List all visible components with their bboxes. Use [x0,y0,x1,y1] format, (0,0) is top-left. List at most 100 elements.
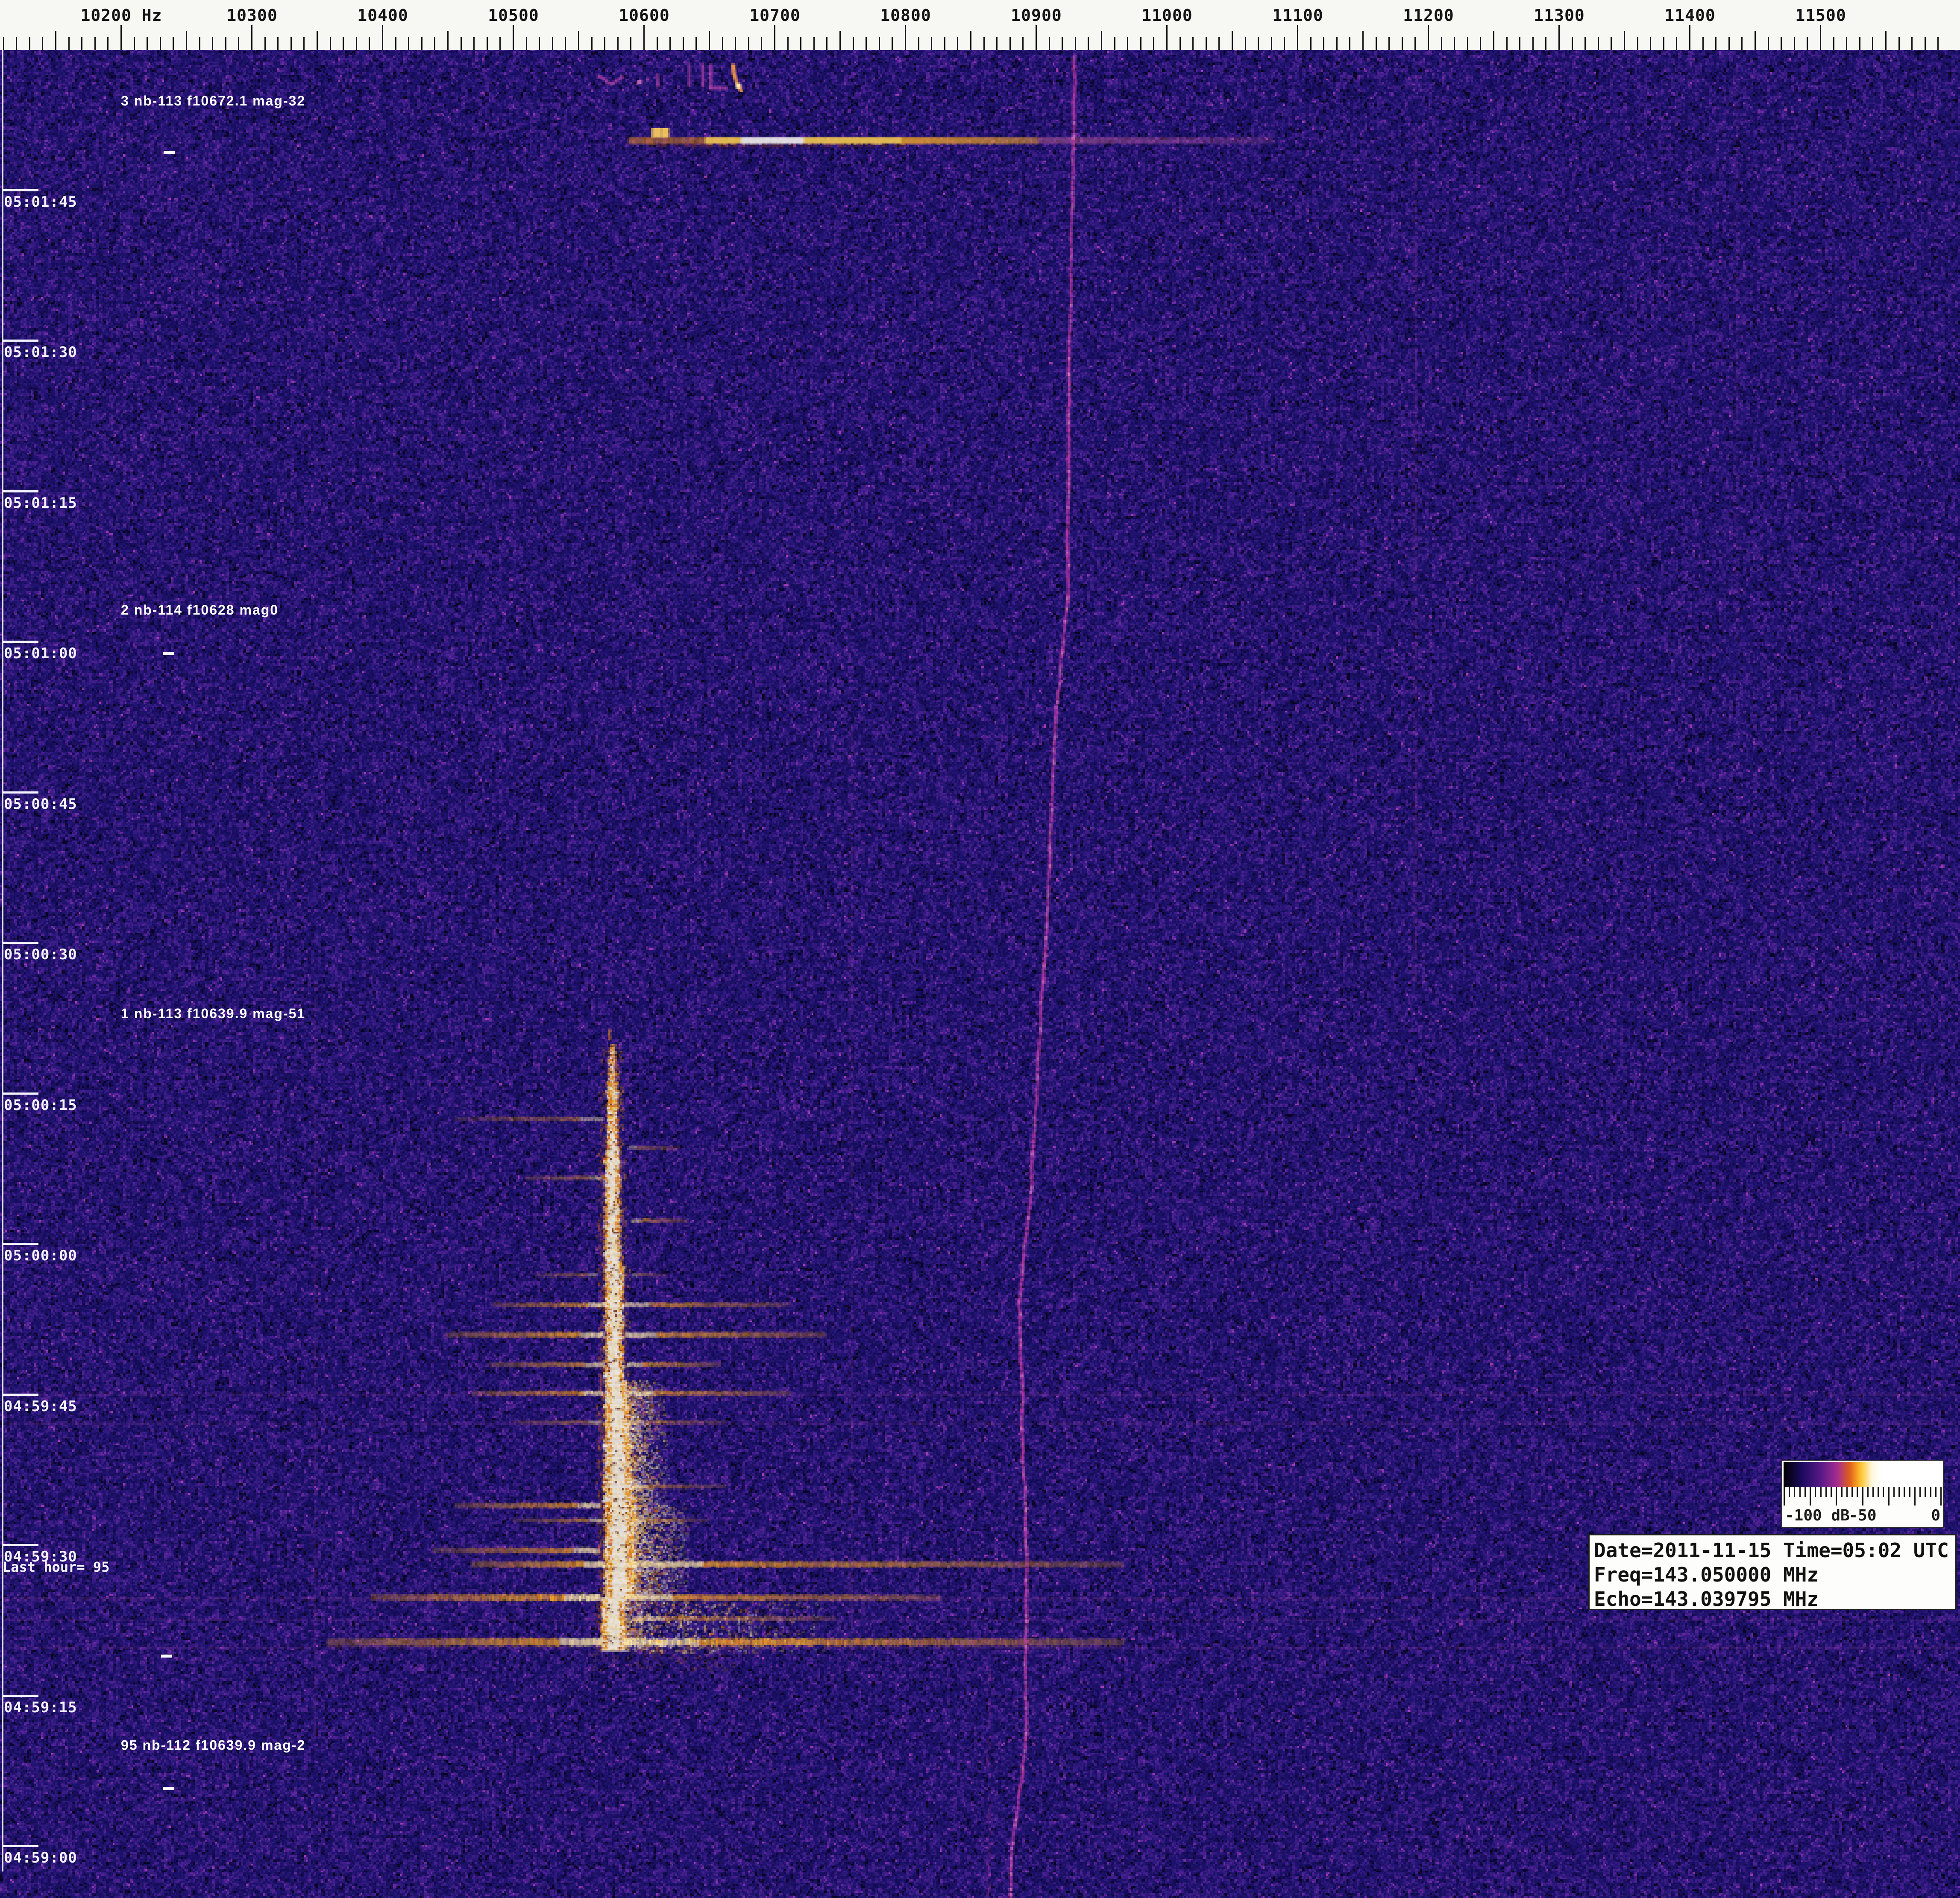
freq-tick [1506,37,1508,50]
freq-tick [1480,37,1481,50]
freq-axis-label: 10400 [357,6,408,25]
freq-tick [16,37,17,50]
freq-tick [996,37,998,50]
freq-tick [970,31,971,50]
time-axis-label: 04:59:45 [4,1398,77,1415]
time-axis-label: 05:01:45 [4,193,77,211]
freq-tick [487,37,488,50]
time-tick [3,641,38,643]
detection-marker [163,652,174,655]
freq-tick [330,37,331,50]
freq-axis-label: 11000 [1141,6,1192,25]
freq-tick [1911,37,1913,50]
legend-tick [1851,1487,1853,1497]
freq-tick [1702,37,1704,50]
legend-tick [1804,1487,1806,1497]
legend-tick [1831,1487,1832,1497]
freq-tick [81,37,82,50]
detection-label: 2 nb-114 f10628 mag0 [121,602,279,618]
time-tick [3,791,38,794]
freq-tick [1637,37,1638,50]
legend-tick [1867,1487,1869,1497]
freq-tick [1807,37,1808,50]
legend-tick [1919,1487,1921,1497]
legend-tick [1820,1487,1822,1497]
legend-gradient-bar [1784,1462,1942,1487]
freq-tick [591,37,593,50]
freq-tick [1022,37,1024,50]
freq-tick [1624,31,1625,50]
freq-tick [1114,37,1115,50]
freq-tick [1180,37,1181,50]
freq-tick [434,37,435,50]
freq-tick [343,37,344,50]
freq-tick [892,37,893,50]
detection-marker [163,1787,174,1790]
time-axis-label: 05:01:00 [4,645,77,662]
freq-tick [1794,37,1795,50]
freq-tick [1153,37,1154,50]
status-info-box: Date=2011-11-15 Time=05:02 UTC Freq=143.… [1588,1534,1957,1610]
freq-axis-label: 11300 [1534,6,1584,25]
freq-tick [1009,37,1011,50]
freq-tick [382,25,383,50]
freq-tick [1846,37,1847,50]
freq-tick [578,31,579,50]
freq-tick [1454,37,1455,50]
freq-tick [1088,37,1089,50]
legend-tick [1914,1487,1916,1506]
freq-tick [735,37,736,50]
freq-tick [657,37,658,50]
time-tick [3,1845,38,1847]
freq-tick [826,37,827,50]
legend-tick [1893,1487,1895,1497]
legend-tick [1930,1487,1931,1497]
freq-tick [683,37,684,50]
freq-tick [317,31,318,50]
freq-tick [212,37,213,50]
freq-tick [539,37,540,50]
freq-tick [1558,25,1560,50]
freq-tick [1885,31,1887,50]
freq-tick [1898,37,1900,50]
freq-axis-label: 11200 [1403,6,1454,25]
freq-tick [290,37,292,50]
freq-axis-label: 10700 [749,6,800,25]
time-axis-label: 04:59:15 [4,1699,77,1716]
freq-tick [277,37,279,50]
legend-tick [1883,1487,1884,1497]
freq-tick [879,37,880,50]
freq-axis-label: 10200 Hz [80,6,162,25]
info-freq: Freq=143.050000 MHz [1594,1563,1819,1586]
freq-tick [1663,37,1664,50]
freq-tick [1036,25,1037,50]
freq-axis-label: 11400 [1664,6,1715,25]
time-tick [3,1243,38,1245]
freq-tick [604,37,605,50]
freq-tick [1062,37,1063,50]
freq-tick [513,25,514,50]
freq-axis-label: 10500 [488,6,539,25]
freq-tick [787,37,789,50]
freq-tick [3,37,4,50]
intensity-legend: -100 dB -50 0 [1781,1460,1944,1528]
freq-tick [408,37,409,50]
freq-tick [1728,37,1730,50]
plot-left-border [2,50,3,1872]
freq-tick [1402,37,1403,50]
freq-tick [1310,37,1312,50]
freq-tick [395,37,396,50]
freq-tick [1715,37,1716,50]
legend-tick [1935,1487,1937,1497]
legend-tick [1898,1487,1900,1497]
detection-label: 95 nb-112 f10639.9 mag-2 [121,1737,305,1753]
freq-tick [447,31,449,50]
freq-tick [1519,37,1520,50]
detection-label: 3 nb-113 f10672.1 mag-32 [121,93,305,109]
freq-tick [68,37,70,50]
freq-tick [107,37,109,50]
legend-tick [1799,1487,1801,1497]
legend-tick [1846,1487,1848,1497]
freq-tick [1284,37,1285,50]
time-axis-label: 05:00:30 [4,946,77,963]
